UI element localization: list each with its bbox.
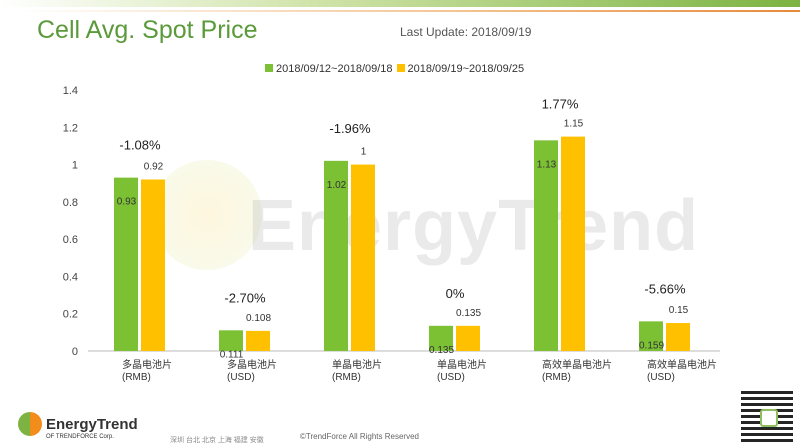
copyright: ©TrendForce All Rights Reserved	[300, 432, 419, 441]
legend-label: 2018/09/12~2018/09/18	[276, 63, 393, 75]
data-label: 0.15	[669, 305, 689, 316]
bar-series2	[666, 323, 690, 351]
category-label: 高效单晶电池片	[542, 358, 612, 371]
bar-series1	[639, 321, 663, 351]
y-tick-label: 1.4	[63, 85, 78, 97]
change-label: -1.08%	[119, 138, 161, 153]
category-unit-label: (RMB)	[122, 372, 151, 383]
data-label: 1.02	[327, 180, 347, 191]
logo-subtext: OF TRENDFORCE Corp.	[46, 434, 114, 440]
legend-label: 2018/09/19~2018/09/25	[407, 63, 525, 75]
last-update: Last Update: 2018/09/19	[400, 25, 532, 39]
bar-series1	[429, 325, 453, 351]
category-label: 高效单晶电池片	[647, 358, 717, 371]
data-label: 0.92	[144, 161, 164, 172]
category-unit-label: (USD)	[437, 372, 465, 383]
watermark-logo-icon	[152, 160, 262, 270]
change-label: -1.96%	[329, 121, 371, 136]
data-label: 0.111	[220, 349, 244, 360]
category-label: 多晶电池片	[227, 358, 277, 371]
footer-cities: 深圳 台北 北京 上海 福建 安徽	[170, 437, 264, 444]
logo-text: EnergyTrend	[46, 415, 138, 433]
top-accent-bar	[0, 0, 800, 7]
data-label: 1.15	[564, 119, 584, 130]
y-tick-label: 0	[72, 346, 78, 358]
bar-series1	[534, 140, 558, 351]
legend-item-series1: 2018/09/12~2018/09/18	[265, 63, 393, 75]
footer-logo: EnergyTrend OF TRENDFORCE Corp.	[18, 412, 138, 440]
category-unit-label: (RMB)	[332, 372, 361, 383]
category-unit-label: (USD)	[647, 372, 675, 383]
data-label: 0.93	[117, 197, 137, 208]
bar-series1	[114, 177, 138, 351]
change-label: -2.70%	[224, 290, 266, 305]
watermark: EnergyTrend	[248, 186, 700, 266]
data-label: 0.135	[456, 308, 481, 319]
bar-series1	[219, 330, 243, 351]
energytrend-leaf-icon	[18, 412, 42, 436]
top-accent-line	[20, 10, 800, 12]
data-label: 0.108	[246, 313, 271, 324]
y-tick-label: 1	[72, 160, 78, 172]
y-tick-label: 0.8	[63, 197, 78, 209]
chart-legend: 2018/09/12~2018/09/18 2018/09/19~2018/09…	[265, 63, 524, 75]
bar-series2	[141, 179, 165, 351]
data-label: 1	[361, 147, 367, 158]
y-tick-label: 1.2	[63, 122, 78, 134]
change-label: 0%	[446, 286, 465, 301]
bar-series2	[351, 164, 375, 351]
y-tick-label: 0.2	[63, 309, 78, 321]
change-label: -5.66%	[644, 281, 686, 296]
category-unit-label: (USD)	[227, 372, 255, 383]
page-title: Cell Avg. Spot Price	[37, 16, 258, 44]
bar-series2	[456, 325, 480, 351]
category-unit-label: (RMB)	[542, 372, 571, 383]
legend-item-series2: 2018/09/19~2018/09/25	[396, 63, 525, 75]
bar-series1	[324, 160, 348, 351]
category-label: 单晶电池片	[332, 358, 382, 371]
category-label: 多晶电池片	[122, 358, 172, 371]
data-label: 0.159	[639, 340, 664, 351]
bar-series2	[246, 330, 270, 351]
y-tick-label: 0.4	[63, 271, 78, 283]
bar-series2	[561, 136, 585, 351]
data-label: 0.135	[429, 345, 454, 356]
data-label: 1.13	[537, 159, 557, 170]
category-label: 单晶电池片	[437, 358, 487, 371]
y-tick-label: 0.6	[63, 234, 78, 246]
change-label: 1.77%	[542, 97, 579, 112]
qr-code-icon	[741, 390, 793, 442]
